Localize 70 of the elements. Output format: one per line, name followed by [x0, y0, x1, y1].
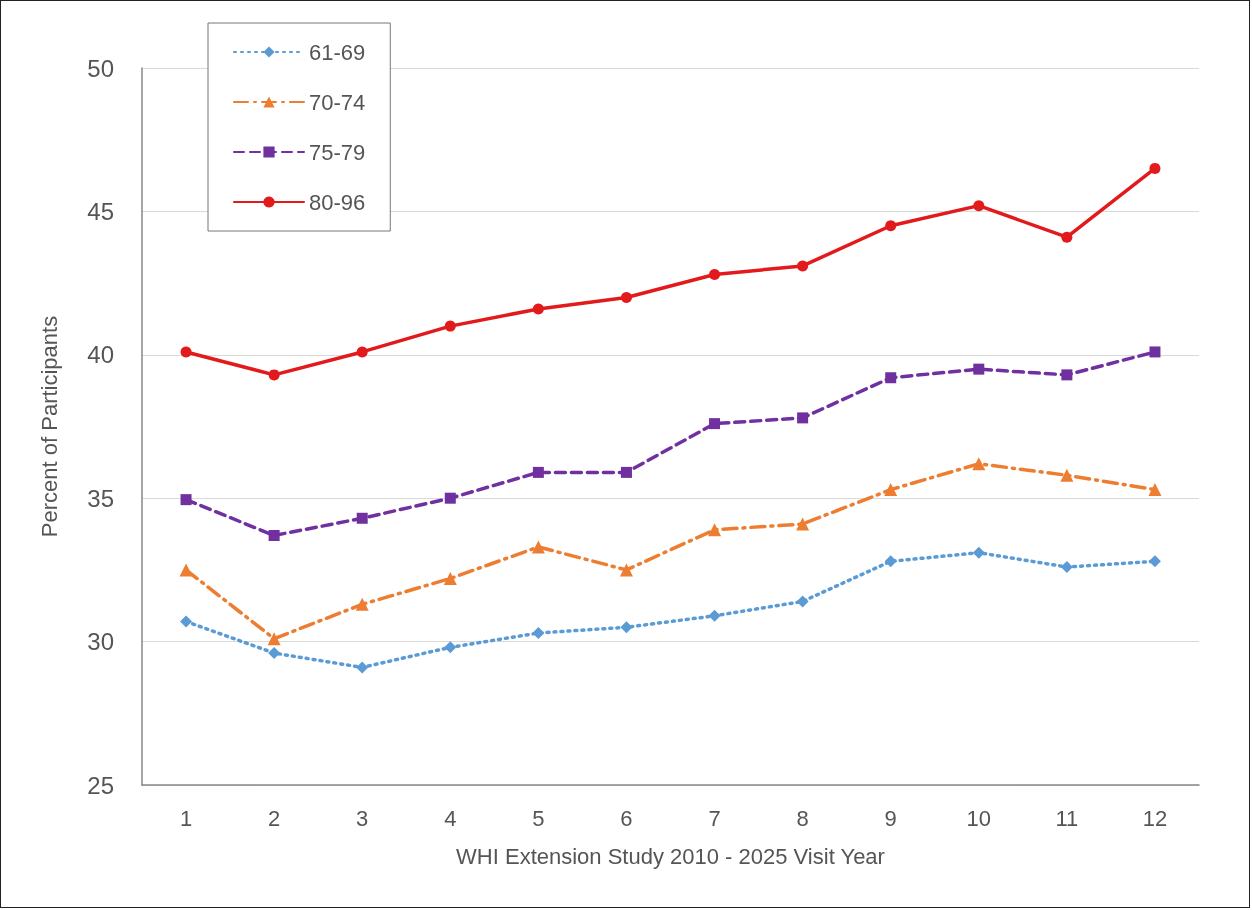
y-tick-label: 50	[87, 54, 114, 82]
point	[1061, 369, 1073, 381]
y-tick-label: 25	[87, 771, 114, 799]
x-tick-label: 8	[796, 805, 809, 831]
legend-label: 70-74	[309, 89, 366, 115]
legend-label: 80-96	[309, 189, 366, 215]
legend-label: 61-69	[309, 39, 366, 65]
x-tick-label: 7	[708, 805, 721, 831]
point	[532, 466, 544, 478]
x-tick-label: 3	[356, 805, 369, 831]
point	[708, 609, 721, 622]
point	[444, 641, 457, 654]
point	[972, 457, 986, 471]
point	[180, 346, 192, 358]
point	[885, 372, 897, 384]
point	[972, 546, 985, 559]
point	[796, 595, 809, 608]
y-tick-label: 40	[87, 341, 114, 369]
point	[709, 269, 721, 280]
x-tick-label: 9	[884, 805, 897, 831]
point	[531, 540, 545, 554]
point	[268, 369, 280, 381]
point	[444, 492, 456, 504]
x-tick-label: 2	[268, 805, 281, 831]
legend-label: 75-79	[309, 139, 366, 165]
point	[797, 412, 809, 424]
point	[1060, 468, 1074, 482]
point	[356, 661, 369, 674]
x-tick-label: 4	[444, 805, 457, 831]
x-tick-label: 10	[966, 805, 992, 831]
point	[620, 466, 632, 478]
point	[180, 615, 193, 628]
point	[1148, 483, 1162, 497]
point	[180, 494, 192, 506]
x-axis-title: WHI Extension Study 2010 - 2025 Visit Year	[456, 843, 885, 869]
point	[443, 572, 457, 585]
y-tick-label: 30	[87, 628, 114, 656]
point	[884, 483, 898, 497]
point	[796, 517, 810, 531]
point	[885, 220, 897, 232]
point	[1149, 162, 1161, 174]
x-tick-label: 11	[1055, 805, 1079, 831]
point	[268, 647, 281, 660]
point	[444, 320, 456, 332]
x-tick-label: 1	[179, 805, 193, 831]
x-tick-label: 12	[1142, 805, 1168, 831]
y-tick-label: 35	[87, 484, 114, 512]
point	[268, 529, 280, 541]
point	[797, 260, 809, 272]
y-tick-label: 45	[87, 197, 114, 225]
point	[973, 363, 985, 375]
point	[355, 597, 369, 611]
point	[973, 200, 985, 212]
point	[356, 512, 368, 524]
point	[709, 418, 721, 430]
point	[619, 563, 633, 577]
point	[179, 563, 193, 577]
point	[620, 291, 632, 303]
point	[267, 632, 281, 646]
point	[1149, 346, 1161, 358]
point	[620, 621, 633, 634]
point	[1061, 231, 1073, 243]
y-axis-title: Percent of Participants	[36, 315, 62, 538]
point	[532, 627, 545, 639]
x-tick-label: 5	[532, 805, 545, 831]
point	[708, 523, 722, 537]
point	[532, 303, 544, 315]
x-tick-label: 6	[620, 805, 633, 831]
point	[884, 555, 897, 568]
point	[356, 346, 368, 358]
